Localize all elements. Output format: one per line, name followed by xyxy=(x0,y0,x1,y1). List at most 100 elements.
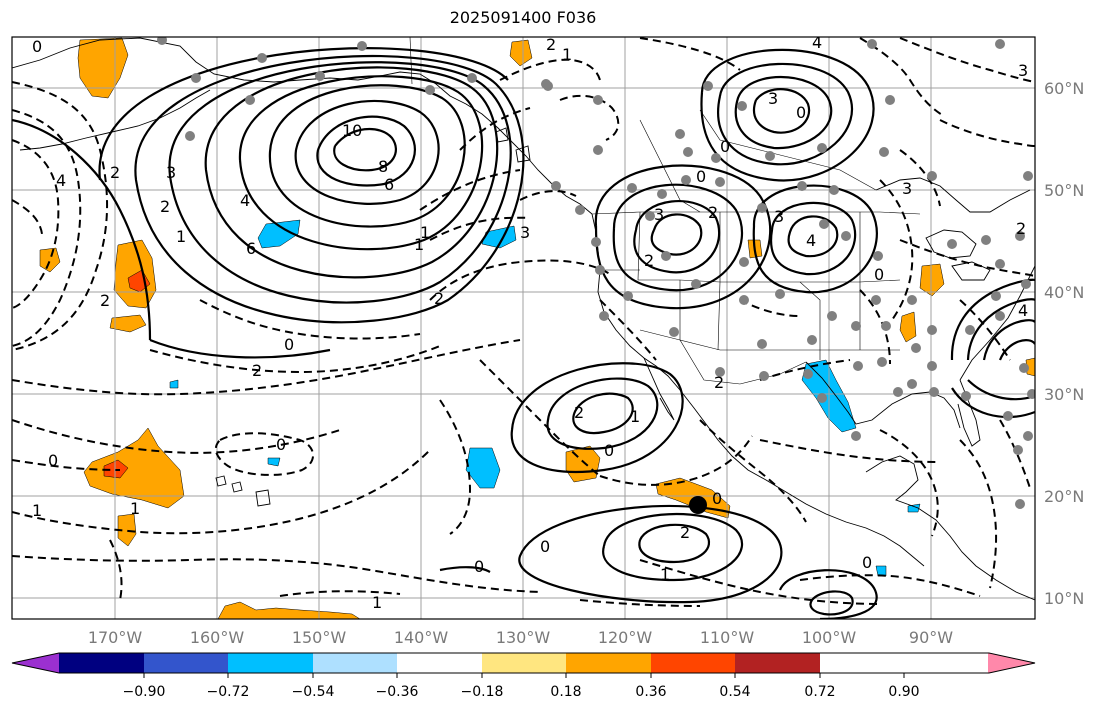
lon-label: 170°W xyxy=(88,628,143,647)
contour-label: 0 xyxy=(720,137,730,156)
contour-label: 2 xyxy=(574,403,584,422)
contour-label: 6 xyxy=(246,239,256,258)
map-content: 0 2 1 4 3 4 2 3 2 1 10 8 6 4 6 1 3 2 3 2… xyxy=(12,37,1035,619)
contour-label: 2 xyxy=(680,523,690,542)
contour-label: 1 xyxy=(372,593,382,612)
contour-label: 0 xyxy=(474,557,484,576)
map-frame xyxy=(11,36,1036,620)
negative-anomaly-area xyxy=(875,565,887,577)
contour-label: 0 xyxy=(32,37,42,56)
lon-label: 160°W xyxy=(190,628,245,647)
contour-label: 3 xyxy=(1018,61,1028,80)
contour-label: 10 xyxy=(342,121,362,140)
colorbar-extend-low xyxy=(12,653,59,673)
contour-label: 2 xyxy=(434,289,444,308)
positive-anomaly-area xyxy=(217,601,361,619)
latitude-labels: 60°N 50°N 40°N 30°N 20°N 10°N xyxy=(1044,79,1084,608)
colorbar-ticks xyxy=(143,673,905,678)
contour-label: 4 xyxy=(240,191,250,210)
contour-label: 1 xyxy=(130,499,140,518)
contour-label: 1 xyxy=(32,501,42,520)
colorbar-segment xyxy=(228,653,313,673)
contour-label: 6 xyxy=(384,175,394,194)
lon-label: 90°W xyxy=(909,628,953,647)
colorbar-segment xyxy=(397,653,482,673)
contour-label: 0 xyxy=(604,441,614,460)
colorbar-outline xyxy=(11,652,1036,674)
contour-label: 3 xyxy=(774,207,784,226)
contour-label: 1 xyxy=(630,407,640,426)
colorbar-tick-label: −0.72 xyxy=(207,684,250,700)
colorbar-segment xyxy=(566,653,651,673)
contour-labels: 0 2 1 4 3 4 2 3 2 1 10 8 6 4 6 1 3 2 3 2… xyxy=(32,37,1028,612)
lat-label: 50°N xyxy=(1044,181,1084,200)
colorbar-tick-label: −0.18 xyxy=(461,684,504,700)
colorbar-tick-label: −0.90 xyxy=(123,684,166,700)
longitude-labels: 170°W 160°W 150°W 140°W 130°W 120°W 110°… xyxy=(88,628,953,647)
contour-label: 0 xyxy=(540,537,550,556)
lon-label: 150°W xyxy=(292,628,347,647)
lat-label: 40°N xyxy=(1044,283,1084,302)
lon-label: 140°W xyxy=(394,628,449,647)
contour-label: 0 xyxy=(48,451,58,470)
negative-anomaly-area xyxy=(169,379,179,389)
map-title: 2025091400 F036 xyxy=(449,8,597,27)
contour-label: 0 xyxy=(712,489,722,508)
contour-label: 2 xyxy=(708,203,718,222)
contour-label: 3 xyxy=(768,89,778,108)
contour-label: 0 xyxy=(874,265,884,284)
colorbar-segment xyxy=(482,653,566,673)
colorbar-segment xyxy=(735,653,820,673)
contour-label: 3 xyxy=(654,205,664,224)
lat-label: 20°N xyxy=(1044,487,1084,506)
colorbar-tick-label: 0.54 xyxy=(719,684,750,700)
lat-label: 60°N xyxy=(1044,79,1084,98)
contour-label: 2 xyxy=(100,291,110,310)
positive-anomaly-area xyxy=(39,247,61,273)
negative-anomaly-area xyxy=(907,503,921,513)
colorbar-tick-label: 0.72 xyxy=(804,684,835,700)
contour-label: 4 xyxy=(56,171,66,190)
lon-label: 120°W xyxy=(598,628,653,647)
contour-label: 2 xyxy=(160,197,170,216)
contour-label: 3 xyxy=(902,179,912,198)
contour-label: 1 xyxy=(414,235,424,254)
colorbar-tick-label: 0.36 xyxy=(635,684,666,700)
contour-label: 1 xyxy=(660,565,670,584)
colorbar-tick-label: −0.54 xyxy=(292,684,335,700)
contour-label: 3 xyxy=(166,163,176,182)
contour-label: 2 xyxy=(1016,219,1026,238)
positive-anomaly-area xyxy=(117,513,137,547)
positive-anomaly-area xyxy=(919,263,945,297)
colorbar-segment xyxy=(59,653,144,673)
contour-label: 1 xyxy=(420,223,430,242)
highlight-marker xyxy=(689,496,707,514)
dashed-contours xyxy=(12,37,1035,607)
contour-label: 0 xyxy=(862,553,872,572)
contour-label: 8 xyxy=(378,157,388,176)
contour-label: 0 xyxy=(284,335,294,354)
negative-anomaly-area xyxy=(465,447,501,489)
colorbar-segment xyxy=(144,653,228,673)
positive-anomaly-area xyxy=(109,314,147,333)
lon-label: 100°W xyxy=(802,628,857,647)
colorbar-tick-label: 0.90 xyxy=(888,684,919,700)
contour-label: 4 xyxy=(1018,301,1028,320)
negative-anomaly-area xyxy=(267,457,281,467)
colorbar-tick-label: −0.36 xyxy=(376,684,419,700)
colorbar-segment xyxy=(651,653,735,673)
contour-label: 3 xyxy=(520,223,530,242)
contour-label: 1 xyxy=(176,227,186,246)
colorbar-segments xyxy=(12,653,1035,673)
lon-label: 130°W xyxy=(496,628,551,647)
contour-label: 2 xyxy=(644,251,654,270)
lon-label: 110°W xyxy=(700,628,755,647)
contour-label: 2 xyxy=(714,373,724,392)
lat-label: 30°N xyxy=(1044,385,1084,404)
positive-anomaly-area xyxy=(899,311,917,343)
contour-label: 2 xyxy=(110,163,120,182)
colorbar-tick-label: 0.18 xyxy=(550,684,581,700)
lat-label: 10°N xyxy=(1044,589,1084,608)
colorbar: −0.90 −0.72 −0.54 −0.36 −0.18 0.18 0.36 … xyxy=(11,652,1036,700)
